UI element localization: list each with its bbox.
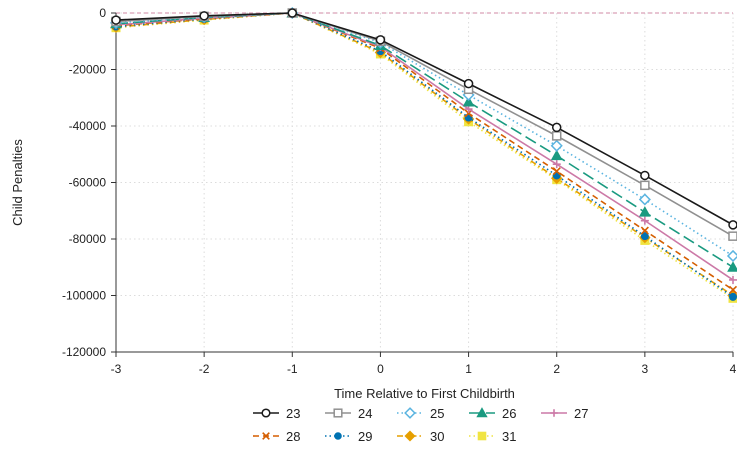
series-line	[115, 12, 734, 299]
point-marker	[727, 261, 737, 272]
series-line	[115, 12, 734, 297]
point-marker	[550, 149, 563, 161]
point-marker	[639, 206, 651, 217]
legend-label: 28	[286, 429, 300, 444]
point-marker	[333, 408, 343, 418]
series-23	[111, 8, 737, 230]
x-tick-label: 3	[642, 362, 649, 376]
legend-item-30: 30	[397, 429, 444, 444]
point-marker	[729, 275, 737, 284]
point-marker	[728, 231, 737, 241]
legend-label: 30	[430, 429, 444, 444]
point-marker	[404, 430, 416, 442]
point-marker	[404, 407, 416, 419]
legend-item-23: 23	[253, 406, 300, 421]
axes	[111, 12, 734, 357]
point-marker	[640, 232, 649, 241]
legend-label: 26	[502, 406, 516, 421]
series-line	[115, 12, 734, 268]
y-tick-label: -100000	[62, 289, 106, 303]
y-tick-label: -40000	[69, 119, 107, 133]
series-line	[115, 12, 734, 298]
point-marker	[462, 95, 475, 107]
point-marker	[551, 131, 562, 141]
point-marker	[111, 15, 121, 25]
point-marker	[640, 226, 649, 235]
point-marker	[550, 409, 558, 417]
legend-label: 25	[430, 406, 444, 421]
y-tick-label: -80000	[69, 232, 107, 246]
x-tick-label: 0	[377, 362, 384, 376]
point-marker	[261, 408, 271, 418]
point-marker	[728, 220, 737, 230]
point-marker	[552, 167, 561, 176]
x-tick-label: 2	[553, 362, 560, 376]
x-tick-label: 1	[465, 362, 472, 376]
legend-label: 31	[502, 429, 516, 444]
series-line	[115, 12, 734, 291]
legend-item-25: 25	[397, 406, 444, 421]
x-tick-label: -2	[199, 362, 210, 376]
series-24	[111, 8, 737, 241]
point-marker	[476, 407, 488, 418]
tick-labels: 0-20000-40000-60000-80000-100000-120000-…	[62, 6, 737, 376]
point-marker	[375, 35, 386, 45]
legend-label: 23	[286, 406, 300, 421]
point-marker	[463, 78, 474, 89]
series-29	[112, 9, 737, 301]
point-marker	[477, 431, 487, 441]
y-tick-label: -60000	[69, 176, 107, 190]
series-group	[109, 6, 737, 303]
legend-item-29: 29	[325, 429, 372, 444]
legend-label: 24	[358, 406, 372, 421]
x-axis-title: Time Relative to First Childbirth	[334, 386, 515, 401]
y-tick-label: -20000	[69, 63, 107, 77]
series-line	[115, 12, 734, 257]
series-30	[110, 7, 737, 302]
legend: 23 24 25 26 27 28 29 30 31	[253, 406, 588, 444]
x-tick-label: -1	[287, 362, 298, 376]
point-marker	[262, 432, 270, 440]
series-28	[111, 8, 737, 294]
point-marker	[728, 285, 737, 294]
y-axis-title: Child Penalties	[10, 139, 25, 226]
point-marker	[334, 432, 342, 440]
series-line	[115, 12, 734, 237]
point-marker	[640, 216, 649, 225]
x-tick-label: 4	[730, 362, 737, 376]
legend-item-26: 26	[469, 406, 516, 421]
series-line	[115, 12, 734, 226]
point-marker	[199, 11, 209, 21]
point-marker	[550, 139, 563, 152]
x-tick-label: -3	[111, 362, 122, 376]
point-marker	[640, 180, 650, 191]
legend-item-28: 28	[253, 429, 300, 444]
point-marker	[287, 8, 298, 18]
series-25	[109, 6, 737, 263]
point-marker	[729, 292, 737, 301]
y-tick-label: -120000	[62, 345, 106, 359]
point-marker	[726, 249, 737, 263]
point-marker	[551, 122, 562, 133]
legend-label: 27	[574, 406, 588, 421]
legend-item-24: 24	[325, 406, 372, 421]
y-tick-label: 0	[99, 6, 106, 20]
point-marker	[640, 170, 650, 181]
series-31	[111, 8, 737, 303]
point-marker	[638, 193, 651, 206]
legend-item-31: 31	[469, 429, 516, 444]
legend-item-27: 27	[541, 406, 588, 421]
legend-label: 29	[358, 429, 372, 444]
point-marker	[552, 160, 561, 169]
